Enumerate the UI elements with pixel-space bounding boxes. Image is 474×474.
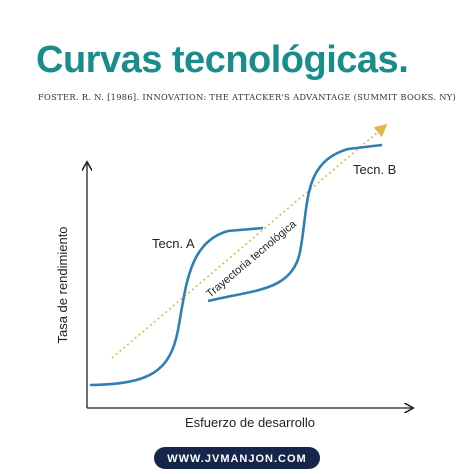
curve-b	[207, 143, 383, 303]
x-axis-label: Esfuerzo de desarrollo	[185, 415, 315, 430]
footer-pill	[154, 447, 320, 469]
curve-a-label: Tecn. A	[152, 236, 195, 251]
curve-a	[89, 226, 264, 387]
footer-url: WWW.JVMANJON.COM	[167, 453, 306, 465]
y-axis-label: Tasa de rendimiento	[55, 226, 70, 343]
citation: FOSTER. R. N. [1986]. INNOVATION: THE AT…	[38, 92, 456, 102]
title: Curvas tecnológicas.	[36, 39, 408, 81]
curve-b-label: Tecn. B	[353, 162, 396, 177]
